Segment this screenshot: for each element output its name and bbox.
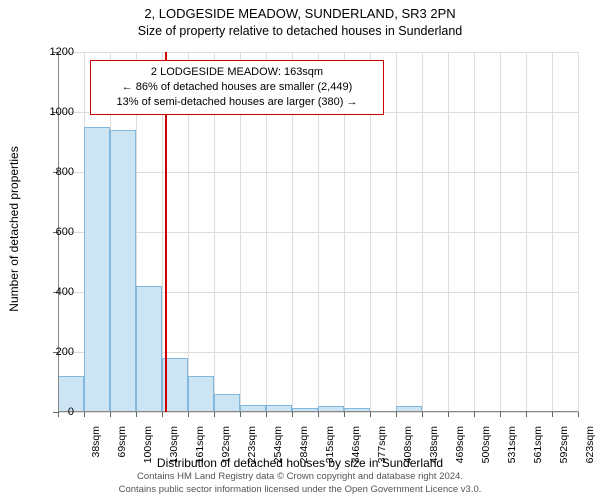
x-tick-mark (110, 412, 111, 417)
x-tick-label: 469sqm (454, 426, 466, 466)
x-tick-mark (396, 412, 397, 417)
x-tick-label: 408sqm (402, 426, 414, 466)
gridline-vertical (396, 52, 397, 412)
x-tick-mark (422, 412, 423, 417)
page-subtitle: Size of property relative to detached ho… (0, 24, 600, 38)
x-tick-label: 315sqm (324, 426, 336, 466)
y-tick-label: 800 (34, 166, 74, 178)
y-axis-label: Number of detached properties (7, 129, 21, 329)
x-tick-label: 623sqm (584, 426, 596, 466)
gridline-vertical (526, 52, 527, 412)
page-title: 2, LODGESIDE MEADOW, SUNDERLAND, SR3 2PN (0, 6, 600, 21)
x-tick-mark (370, 412, 371, 417)
x-tick-label: 377sqm (376, 426, 388, 466)
x-tick-mark (318, 412, 319, 417)
footer-attribution: Contains HM Land Registry data © Crown c… (0, 471, 600, 496)
y-tick-label: 400 (34, 286, 74, 298)
histogram-bar (214, 394, 240, 412)
x-tick-label: 438sqm (428, 426, 440, 466)
x-tick-label: 561sqm (532, 426, 544, 466)
x-tick-label: 531sqm (506, 426, 518, 466)
footer-line-2: Contains public sector information licen… (119, 484, 482, 495)
annotation-line-2: ← 86% of detached houses are smaller (2,… (97, 80, 377, 95)
x-tick-mark (578, 412, 579, 417)
x-tick-mark (292, 412, 293, 417)
x-tick-mark (240, 412, 241, 417)
gridline-vertical (448, 52, 449, 412)
gridline-vertical (500, 52, 501, 412)
x-tick-label: 100sqm (142, 426, 154, 466)
annotation-line-3: 13% of semi-detached houses are larger (… (97, 95, 377, 110)
histogram-bar (84, 127, 110, 412)
x-tick-mark (552, 412, 553, 417)
x-tick-label: 69sqm (116, 426, 128, 466)
x-tick-mark (136, 412, 137, 417)
y-tick-label: 1000 (34, 106, 74, 118)
x-tick-label: 223sqm (246, 426, 258, 466)
x-tick-mark (188, 412, 189, 417)
x-tick-mark (214, 412, 215, 417)
x-tick-label: 284sqm (298, 426, 310, 466)
x-tick-mark (266, 412, 267, 417)
x-tick-label: 254sqm (272, 426, 284, 466)
x-tick-label: 592sqm (558, 426, 570, 466)
histogram-bar (188, 376, 214, 412)
gridline-vertical (422, 52, 423, 412)
gridline-vertical (552, 52, 553, 412)
x-tick-mark (500, 412, 501, 417)
annotation-box: 2 LODGESIDE MEADOW: 163sqm← 86% of detac… (90, 60, 384, 115)
x-tick-label: 130sqm (168, 426, 180, 466)
annotation-line-1: 2 LODGESIDE MEADOW: 163sqm (97, 65, 377, 80)
y-tick-label: 600 (34, 226, 74, 238)
x-axis-line (58, 411, 578, 412)
x-tick-label: 500sqm (480, 426, 492, 466)
x-tick-mark (448, 412, 449, 417)
x-tick-label: 192sqm (220, 426, 232, 466)
x-tick-label: 38sqm (90, 426, 102, 466)
histogram-bar (110, 130, 136, 412)
x-tick-mark (474, 412, 475, 417)
x-tick-mark (162, 412, 163, 417)
histogram-bar (136, 286, 162, 412)
footer-line-1: Contains HM Land Registry data © Crown c… (137, 471, 463, 482)
x-tick-mark (526, 412, 527, 417)
y-tick-label: 1200 (34, 46, 74, 58)
x-tick-label: 346sqm (350, 426, 362, 466)
x-tick-mark (84, 412, 85, 417)
y-tick-label: 0 (34, 406, 74, 418)
y-tick-label: 200 (34, 346, 74, 358)
gridline-vertical (578, 52, 579, 412)
x-tick-label: 161sqm (194, 426, 206, 466)
gridline-vertical (474, 52, 475, 412)
x-tick-mark (344, 412, 345, 417)
